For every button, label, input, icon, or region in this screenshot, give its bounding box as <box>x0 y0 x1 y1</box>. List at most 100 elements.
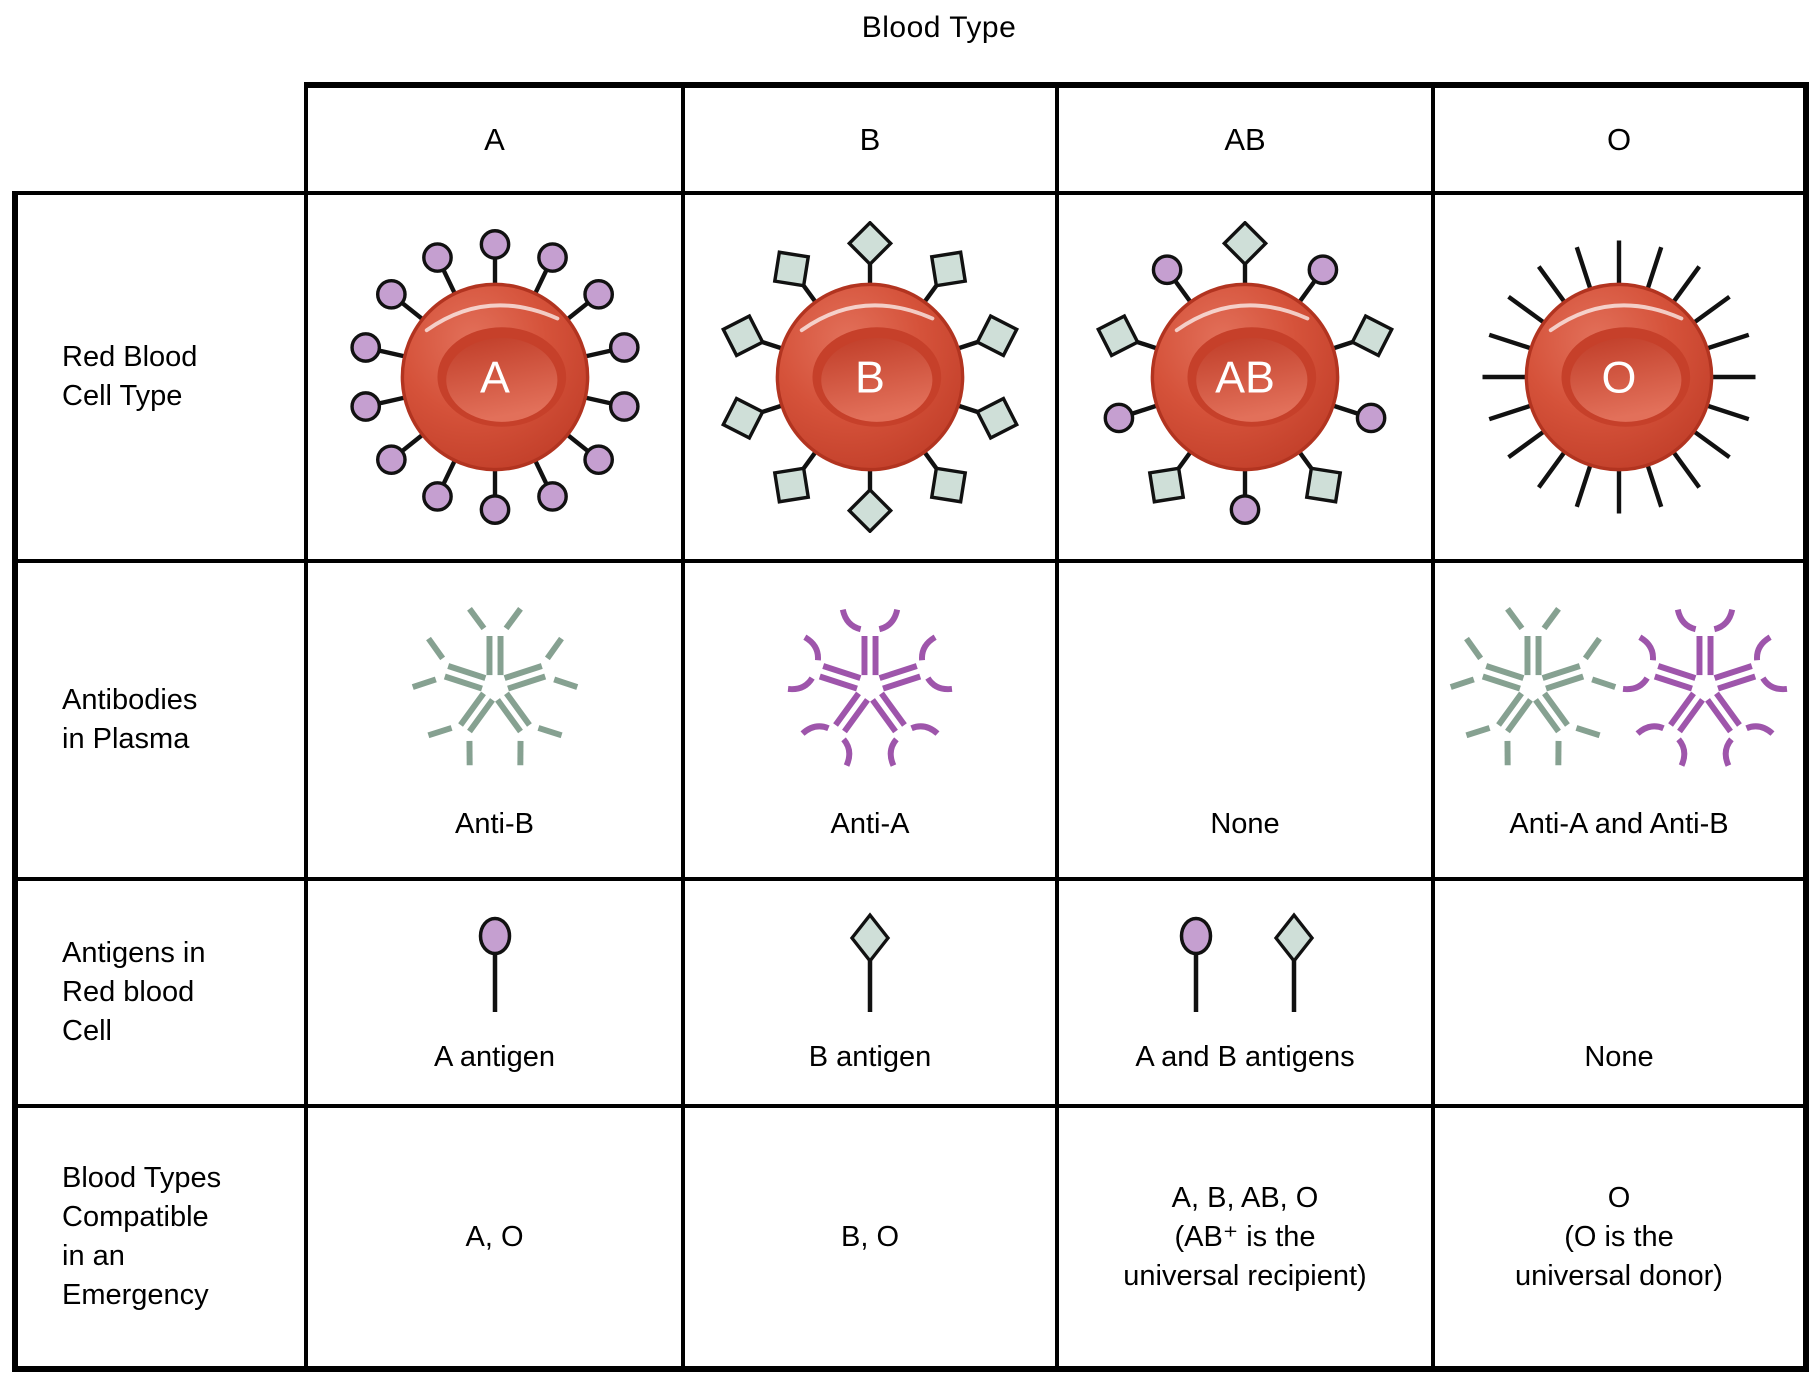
b-antigen-icon <box>846 487 894 533</box>
row-label-antigens: Antigens in Red blood Cell <box>13 877 308 1108</box>
antibody-cell-b: Anti-A <box>681 559 1059 881</box>
b-antigen-icon <box>1095 313 1140 358</box>
antibody-figures-o <box>1435 565 1803 808</box>
compatible-cell-o: O (O is the universal donor) <box>1431 1104 1808 1371</box>
row-label-compatible: Blood Types Compatible in an Emergency <box>13 1104 308 1371</box>
column-header-b: B <box>681 83 1059 195</box>
b-antigen-icon <box>849 912 891 1012</box>
antibody-stack-o: Anti-A and Anti-B <box>1435 565 1803 875</box>
a-antigen-icon <box>1179 916 1213 1012</box>
compatible-cell-ab: A, B, AB, O (AB⁺ is the universal recipi… <box>1055 1104 1435 1371</box>
a-antigen-icon <box>608 391 640 422</box>
rbc-figure-b: B <box>720 221 1020 533</box>
antibody-figures-ab <box>1059 565 1431 808</box>
antigen-figures-o <box>1435 883 1803 1041</box>
antigen-cell-b: B antigen <box>681 877 1059 1108</box>
rbc-cell-b: B <box>681 191 1059 563</box>
a-antigen-icon <box>536 242 568 273</box>
a-antigen-icon <box>1307 254 1339 286</box>
a-antigen-icon <box>421 481 453 512</box>
svg-text:O: O <box>1602 352 1637 403</box>
antigen-stack-b: B antigen <box>685 883 1055 1102</box>
row-antibodies-in-plasma: Antibodies in Plasma An <box>13 559 1808 881</box>
row-compatible-types: Blood Types Compatible in an Emergency A… <box>13 1104 1808 1371</box>
compatible-cell-b: B, O <box>681 1104 1059 1371</box>
antigen-label-b: B antigen <box>808 1041 932 1073</box>
antibody-cell-ab: None <box>1055 559 1435 881</box>
b-antigen-icon <box>720 313 765 358</box>
antibody-label-b: Anti-A <box>830 808 910 840</box>
b-antigen-icon <box>929 466 968 504</box>
a-antigen-icon <box>349 391 381 422</box>
antigen-figures-a <box>308 883 681 1041</box>
antibody-figures-a <box>308 565 681 808</box>
row-antigens-in-rbc: Antigens in Red blood Cell A antigen B a… <box>13 877 1808 1108</box>
a-antigen-icon <box>1103 402 1135 434</box>
a-antigen-icon <box>349 332 381 363</box>
a-antigen-icon <box>582 444 614 476</box>
row-label-rbc: Red Blood Cell Type <box>13 191 308 563</box>
a-antigen-icon <box>479 229 510 260</box>
b-antigen-icon <box>772 250 811 288</box>
b-antigen-icon <box>1350 313 1395 358</box>
antigen-label-ab: A and B antigens <box>1135 1041 1355 1073</box>
rbc-cell-ab: AB <box>1055 191 1435 563</box>
a-antigen-icon <box>1229 494 1261 525</box>
antibody-cell-o: Anti-A and Anti-B <box>1431 559 1808 881</box>
antigen-figures-b <box>685 883 1055 1041</box>
a-antigen-icon <box>536 481 568 512</box>
antibody-label-o: Anti-A and Anti-B <box>1509 808 1729 840</box>
svg-text:AB: AB <box>1215 352 1275 403</box>
antibody-stack-ab: None <box>1059 565 1431 875</box>
antibody-stack-a: Anti-B <box>308 565 681 875</box>
rbc-figure-ab: AB <box>1095 221 1395 525</box>
antibody-anti-b-icon <box>1449 606 1617 765</box>
antibody-stack-b: Anti-A <box>685 565 1055 875</box>
b-antigen-icon <box>1221 221 1269 267</box>
b-antigen-icon <box>1147 466 1186 504</box>
column-header-o: O <box>1431 83 1808 195</box>
antigen-stack-o: None <box>1435 883 1803 1102</box>
a-antigen-icon <box>478 916 511 1012</box>
b-antigen-icon <box>975 313 1020 358</box>
antibody-cell-a: Anti-B <box>304 559 685 881</box>
a-antigen-icon <box>421 242 453 273</box>
column-header-a: A <box>304 83 685 195</box>
b-antigen-icon <box>1304 466 1343 504</box>
b-antigen-icon <box>720 396 765 441</box>
compatible-cell-a: A, O <box>304 1104 685 1371</box>
row-red-blood-cell-type: Red Blood Cell Type A B AB <box>13 191 1808 563</box>
antigen-label-a: A antigen <box>434 1041 555 1073</box>
a-antigen-icon <box>1151 254 1183 286</box>
rbc-cell-a: A <box>304 191 685 563</box>
antigen-cell-ab: A and B antigens <box>1055 877 1435 1108</box>
b-antigen-icon <box>772 466 811 504</box>
rbc-cell-o: O <box>1431 191 1808 563</box>
antibody-label-a: Anti-B <box>455 808 534 840</box>
antigen-cell-o: None <box>1431 877 1808 1108</box>
diagram-title: Blood Type <box>861 11 1017 44</box>
antibody-figures-b <box>685 565 1055 808</box>
a-antigen-icon <box>479 494 510 525</box>
a-antigen-icon <box>375 444 407 476</box>
rbc-figure-o: O <box>1482 240 1756 514</box>
blood-type-table: A B AB O Red Blood Cell Type A B <box>12 82 1809 1372</box>
a-antigen-icon <box>608 332 640 363</box>
antigen-stack-ab: A and B antigens <box>1059 883 1431 1102</box>
row-label-antibodies: Antibodies in Plasma <box>13 559 308 881</box>
b-antigen-icon <box>929 250 968 288</box>
svg-text:B: B <box>855 352 885 403</box>
b-antigen-icon <box>846 221 894 267</box>
antibody-label-ab: None <box>1210 808 1280 840</box>
antigen-label-o: None <box>1584 1041 1654 1073</box>
antigen-cell-a: A antigen <box>304 877 685 1108</box>
a-antigen-icon <box>582 278 614 310</box>
header-row: A B AB O <box>15 83 1808 195</box>
a-antigen-icon <box>1355 402 1387 434</box>
antigen-stack-a: A antigen <box>308 883 681 1102</box>
b-antigen-icon <box>1273 912 1315 1012</box>
b-antigen-icon <box>975 396 1020 441</box>
column-header-ab: AB <box>1055 83 1435 195</box>
antigen-figures-ab <box>1059 883 1431 1041</box>
